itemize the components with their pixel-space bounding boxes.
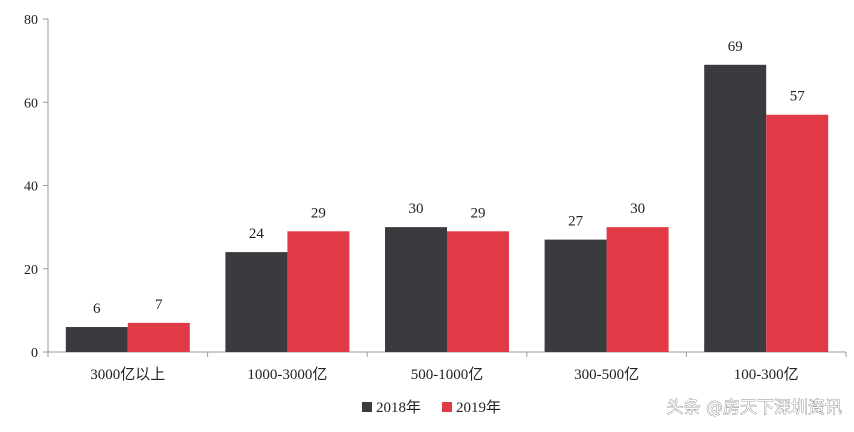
y-tick-label: 0: [31, 346, 38, 361]
data-label: 30: [630, 201, 645, 217]
watermark: 头条 @房天下深圳资讯: [667, 398, 842, 418]
y-tick-label: 40: [24, 180, 38, 195]
data-labels: 6 24 30 27 69 7 29 29 30 57: [93, 39, 805, 317]
x-tick-label: 3000亿以上: [90, 366, 165, 383]
data-label: 24: [249, 226, 265, 242]
data-label: 29: [311, 205, 326, 221]
y-tick-label: 20: [24, 263, 38, 278]
bar-series2: [287, 231, 350, 352]
data-label: 57: [790, 89, 806, 105]
bar-series2: [447, 231, 509, 352]
legend-swatch: [442, 402, 452, 412]
bars: [65, 64, 829, 352]
bar-series1: [225, 252, 288, 352]
legend-label: 2019年: [456, 399, 501, 416]
data-label: 30: [409, 201, 424, 217]
data-label: 6: [93, 301, 101, 317]
x-tick-label: 1000-3000亿: [247, 366, 327, 383]
y-tick-label: 80: [24, 13, 38, 28]
bar-series2: [606, 227, 669, 352]
data-label: 29: [471, 205, 486, 221]
bar-series1: [704, 64, 767, 352]
y-tick-label: 60: [24, 96, 38, 111]
bar-series1: [544, 239, 607, 352]
legend: 2018年 2019年: [362, 399, 501, 416]
bar-series2: [766, 114, 829, 352]
bar-series1: [385, 227, 447, 352]
x-axis: 3000亿以上 1000-3000亿 500-1000亿 300-500亿 100-30…: [47, 351, 847, 383]
x-tick-label: 500-1000亿: [411, 366, 484, 383]
bar-series1: [65, 327, 128, 352]
data-label: 7: [155, 297, 163, 313]
bar-series2: [127, 322, 190, 352]
legend-label: 2018年: [376, 399, 421, 416]
legend-swatch: [362, 402, 372, 412]
y-axis: 0 20 40 60 80: [24, 13, 49, 361]
x-tick-label: 100-300亿: [734, 366, 799, 383]
x-tick-label: 300-500亿: [574, 366, 639, 383]
data-label: 27: [568, 214, 584, 230]
data-label: 69: [728, 39, 743, 55]
